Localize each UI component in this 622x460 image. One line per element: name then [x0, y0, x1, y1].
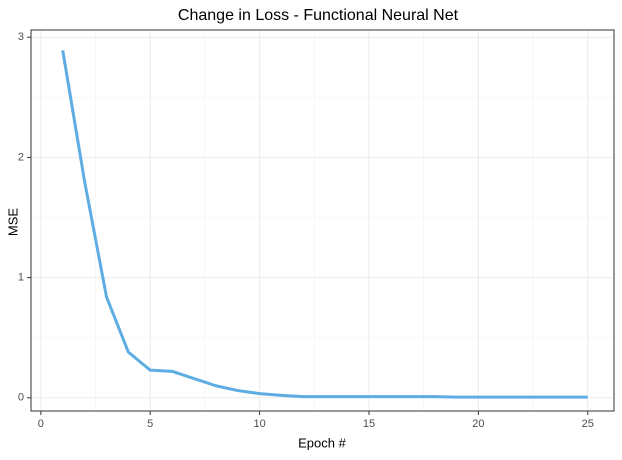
x-tick-label: 10	[253, 418, 265, 430]
x-tick-label: 5	[147, 418, 153, 430]
x-tick-label: 0	[38, 418, 44, 430]
data-line	[61, 50, 588, 399]
y-tick-label: 3	[18, 31, 24, 43]
chart-title: Change in Loss - Functional Neural Net	[178, 7, 459, 24]
plot-border	[30, 29, 615, 412]
y-tick-label: 0	[18, 392, 24, 404]
y-axis-title: MSE	[5, 208, 20, 237]
x-axis-title: Epoch #	[298, 435, 346, 450]
x-tick-label: 15	[363, 418, 375, 430]
x-tick-label: 25	[582, 418, 594, 430]
y-tick-label: 1	[18, 271, 24, 283]
x-tick-label: 20	[472, 418, 484, 430]
y-tick-label: 2	[18, 151, 24, 163]
